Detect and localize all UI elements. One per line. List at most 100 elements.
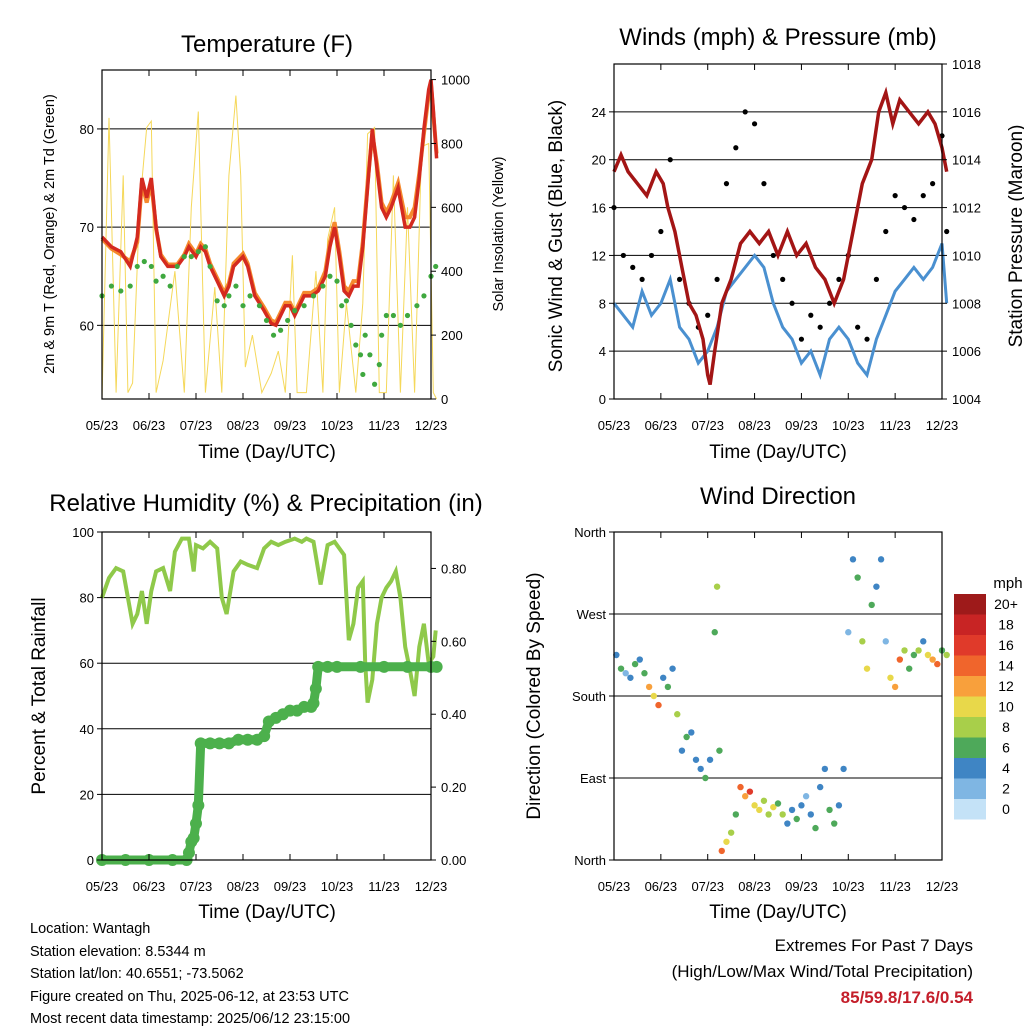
gust-point (630, 264, 636, 270)
pressure-line (612, 86, 949, 386)
direction-point (859, 638, 866, 645)
humidity-title: Relative Humidity (%) & Precipitation (i… (49, 490, 482, 517)
temp-2m-line (100, 79, 439, 328)
x-tick-label: 12/23 (415, 418, 448, 433)
station-elevation: Station elevation: 8.5344 m (30, 943, 206, 960)
y-right-tick-label: 0.20 (441, 780, 466, 795)
legend-swatch (954, 717, 986, 738)
direction-point (798, 802, 805, 809)
y-tick-label: 24 (592, 105, 606, 120)
direction-point (793, 815, 800, 823)
legend-label: 16 (998, 637, 1014, 653)
direction-point (929, 656, 936, 663)
direction-point (877, 556, 885, 563)
gust-point (620, 252, 626, 259)
dewpoint-point (327, 273, 333, 279)
y-tick-label: 16 (592, 201, 606, 216)
y-right-tick-label: 1000 (441, 73, 470, 88)
gust-point (855, 324, 861, 330)
direction-point (645, 683, 653, 691)
direction-point (636, 656, 643, 663)
direction-point (683, 733, 690, 741)
legend-label: 6 (1002, 740, 1010, 756)
direction-point (784, 820, 791, 827)
x-tick-label: 06/23 (133, 879, 166, 894)
x-tick-label: 07/23 (691, 418, 724, 433)
y-tick-label: North (574, 525, 606, 540)
direction-point (664, 683, 672, 691)
y-right-tick-label: 200 (441, 328, 463, 343)
direction-point (742, 793, 749, 800)
dewpoint-point (343, 298, 349, 304)
y-right-tick-label: 600 (441, 200, 463, 215)
dewpoint-point (195, 249, 201, 255)
direction-point (887, 674, 894, 681)
y-tick-label: 20 (592, 153, 606, 168)
y-tick-label: 70 (80, 220, 94, 235)
gust-point (723, 181, 730, 187)
legend-label: 18 (998, 617, 1014, 633)
x-tick-label: 07/23 (180, 879, 213, 894)
dewpoint-point (188, 253, 194, 260)
gust-point (930, 181, 936, 187)
precip-point (258, 730, 271, 743)
winds-grid (614, 111, 942, 352)
dewpoint-point (301, 303, 307, 309)
y-right-tick-label: 1012 (952, 201, 981, 216)
temperature-title: Temperature (F) (181, 31, 353, 58)
y-right-tick-label: 400 (441, 264, 463, 279)
dewpoint-point (334, 278, 340, 284)
direction-point (934, 660, 941, 668)
station-location: Location: Wantagh (30, 921, 151, 937)
dewpoint-point (353, 342, 359, 348)
dewpoint-point (153, 278, 159, 284)
solar-insolation-line (101, 95, 438, 400)
precip-point (204, 737, 217, 750)
dewpoint-point (397, 322, 404, 328)
direction-point (802, 793, 810, 800)
x-tick-label: 06/23 (133, 418, 166, 433)
dewpoint-point (278, 327, 284, 333)
station-info: Location: Wantagh Station elevation: 8.5… (30, 918, 350, 1031)
direction-point (706, 756, 714, 763)
dewpoint-point (160, 273, 166, 279)
direction-point (788, 806, 796, 814)
direction-point (622, 670, 629, 677)
y-right-tick-label: 0.60 (441, 634, 466, 649)
direction-point (751, 802, 758, 809)
gust-point (733, 145, 739, 151)
y-tick-label: 0 (599, 392, 606, 407)
legend-swatch (954, 778, 986, 799)
x-tick-label: 09/23 (785, 879, 818, 894)
extremes-subtitle: (High/Low/Max Wind/Total Precipitation) (671, 962, 973, 981)
x-tick-label: 10/23 (832, 879, 865, 894)
dewpoint-point (292, 308, 298, 314)
dewpoint-point (357, 352, 364, 358)
direction-point (713, 583, 721, 590)
x-tick-label: 08/23 (227, 418, 260, 433)
dewpoint-point (108, 283, 114, 289)
direction-point (901, 647, 908, 654)
direction-point (697, 765, 704, 773)
direction-point (816, 783, 824, 791)
legend-swatch (954, 758, 986, 779)
y-tick-label: 60 (80, 318, 94, 333)
x-tick-label: 05/23 (86, 879, 119, 894)
gust-point (892, 193, 898, 199)
direction-point (702, 774, 709, 782)
legend-swatch (954, 737, 986, 758)
dewpoint-point (202, 244, 208, 250)
direction-point (821, 765, 829, 773)
y-tick-label: North (574, 853, 606, 868)
direction-ylabel-left: Direction (Colored By Speed) (524, 572, 545, 819)
direction-point (943, 651, 950, 659)
temperature-xlabel: Time (Day/UTC) (198, 442, 336, 463)
x-tick-label: 11/23 (368, 418, 400, 433)
direction-point (737, 783, 744, 791)
x-tick-label: 05/23 (598, 879, 631, 894)
direction-axes: 05/23 06/23 07/23 08/23 09/23 10/23 11/23 12/23… (572, 525, 958, 894)
direction-legend-title: mph (993, 575, 1022, 592)
direction-point (906, 665, 913, 672)
gust-point (761, 181, 767, 187)
